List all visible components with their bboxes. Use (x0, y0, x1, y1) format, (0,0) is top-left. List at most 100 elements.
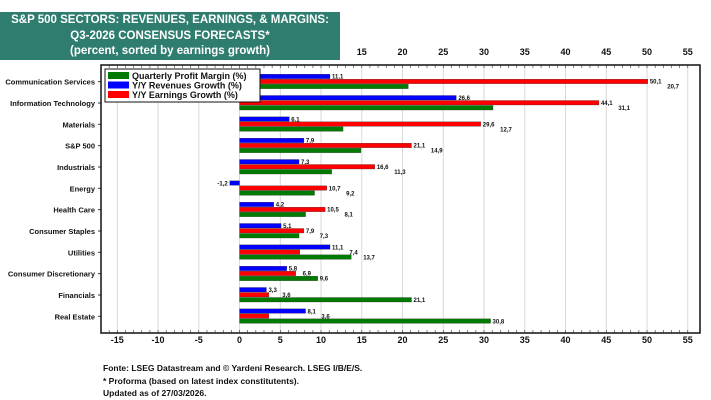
legend-label: Y/Y Earnings Growth (%) (132, 90, 238, 100)
data-label: 5,1 (283, 224, 292, 230)
category-label: Utilities (68, 248, 95, 257)
data-label: 11,3 (394, 170, 406, 176)
bar (239, 318, 491, 324)
data-label: 3,6 (321, 314, 330, 320)
bar (239, 126, 344, 132)
title-line-2: Q3-2026 CONSENSUS FORECASTS* (70, 29, 270, 42)
data-label: 7,9 (306, 229, 315, 235)
bar (229, 180, 240, 186)
bar (239, 287, 267, 293)
data-label: 26,6 (458, 96, 470, 102)
data-label: 21,1 (414, 144, 426, 150)
data-label: 5,8 (289, 267, 298, 273)
bar (239, 292, 270, 298)
x-tick-label-bottom: 5 (278, 335, 283, 345)
category-label: Financials (58, 291, 95, 300)
bar (239, 100, 600, 106)
bar (239, 159, 300, 165)
bar (239, 276, 318, 281)
data-label: 16,6 (377, 165, 389, 171)
bar (239, 271, 296, 276)
x-tick-label-top: 20 (398, 47, 408, 57)
data-label: 4,2 (276, 203, 285, 209)
bar (239, 313, 270, 319)
x-tick-label-top: 50 (642, 47, 652, 57)
data-label: 13,7 (363, 255, 375, 261)
title-line-1: S&P 500 SECTORS: REVENUES, EARNINGS, & M… (11, 14, 329, 26)
bar (239, 228, 305, 234)
bar (239, 202, 274, 207)
bar (239, 105, 494, 111)
category-label: Real Estate (55, 312, 95, 321)
data-label: 30,8 (493, 319, 505, 325)
bar (239, 266, 287, 271)
x-tick-label-bottom: 15 (357, 335, 367, 345)
x-tick-label-top: 40 (561, 47, 571, 57)
bar (239, 297, 412, 303)
bar (239, 207, 326, 212)
legend-swatch (108, 81, 129, 89)
data-label: 11,1 (332, 245, 344, 251)
data-label: 3,6 (282, 293, 291, 299)
data-label: 11,1 (332, 75, 344, 81)
category-label: Materials (62, 120, 95, 129)
category-label: Consumer Staples (29, 227, 95, 236)
bar (239, 223, 282, 229)
data-label: 50,1 (650, 80, 662, 86)
bar (239, 116, 290, 122)
bar (239, 121, 481, 127)
x-tick-label-top: 55 (683, 47, 693, 57)
data-label: 14,9 (431, 149, 443, 155)
bar (239, 169, 332, 175)
x-tick-label-bottom: 0 (237, 335, 242, 345)
x-tick-label-bottom: 55 (683, 335, 693, 345)
bar (239, 244, 331, 250)
x-tick-label-bottom: -10 (152, 335, 165, 345)
data-label: 6,9 (303, 272, 312, 278)
data-label: 20,7 (667, 85, 679, 91)
data-label: 8,1 (308, 309, 317, 315)
x-tick-label-bottom: 45 (601, 335, 611, 345)
data-label: 21,1 (414, 298, 426, 304)
bar (239, 249, 301, 255)
bar (239, 233, 300, 239)
legend-label: Quarterly Profit Margin (%) (132, 71, 247, 81)
data-label: 10,5 (327, 208, 339, 214)
bar (239, 190, 315, 196)
bar (239, 185, 327, 191)
category-label: Energy (70, 184, 96, 193)
category-label: Communication Services (5, 78, 95, 87)
bar (239, 143, 412, 148)
data-label: 7,3 (320, 234, 329, 240)
data-label: 31,1 (618, 106, 630, 112)
x-tick-label-bottom: 10 (316, 335, 326, 345)
chart-title-box: S&P 500 SECTORS: REVENUES, EARNINGS, & M… (0, 12, 340, 60)
proforma-note: * Proforma (based on latest index consti… (103, 375, 300, 386)
x-tick-label-bottom: 30 (479, 335, 489, 345)
bar (239, 148, 362, 153)
x-tick-label-top: 30 (479, 47, 489, 57)
bar (239, 308, 306, 314)
data-label: 6,1 (291, 117, 300, 123)
legend-swatch (108, 72, 129, 79)
x-tick-label-bottom: 40 (561, 335, 571, 345)
x-tick-label-bottom: -5 (195, 335, 203, 345)
x-tick-label-bottom: 25 (438, 335, 448, 345)
data-label: 7,4 (349, 250, 358, 256)
data-label: 8,1 (345, 213, 354, 219)
data-label: 12,7 (500, 127, 512, 133)
data-label: 29,6 (483, 122, 495, 128)
bar (239, 138, 305, 143)
bar (239, 254, 352, 260)
category-label: Industrials (57, 163, 95, 172)
data-label: 9,2 (346, 191, 355, 197)
x-tick-label-top: 35 (520, 47, 530, 57)
category-label: Consumer Discretionary (8, 270, 96, 279)
x-tick-label-bottom: 50 (642, 335, 652, 345)
bar (239, 84, 409, 89)
plot-frame (100, 64, 701, 334)
footer: Fonte: LSEG Datastream and © Yardeni Res… (103, 362, 362, 400)
legend (104, 68, 261, 103)
legend-swatch (108, 91, 129, 98)
